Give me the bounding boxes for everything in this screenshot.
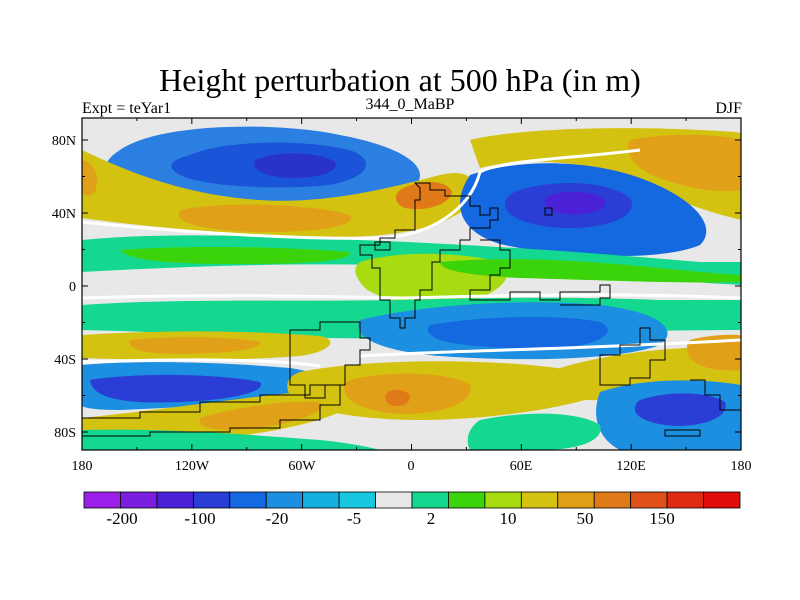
lat-tick-label-40n: 40N [52,207,76,222]
lat-tick-label-80s: 80S [54,426,76,441]
colorbar-swatch [265,491,304,509]
contour-southeast-negative-core [635,393,726,426]
colorbar-swatch [411,491,449,509]
colorbar-label-1: -100 [184,509,215,528]
colorbar-label-3: -5 [347,509,361,528]
lon-tick-label-120w: 120W [175,459,210,474]
continent-outlines [82,182,741,437]
contour-south-positive-center-hot [385,390,410,406]
lon-tick-label-0: 0 [408,459,415,474]
colorbar-swatch [593,491,632,509]
colorbar-swatch [448,491,486,509]
colorbar-swatch [520,491,559,509]
outline-africa-europe [359,182,499,329]
outline-north-america [374,207,553,251]
colorbar-swatch [557,491,595,509]
colorbar-swatch [630,491,668,509]
axis-ticks [81,118,742,450]
lon-tick-label-180w: 180 [72,459,93,474]
contour-south-negative-west-core [90,374,262,403]
lon-tick-label-60e: 60E [510,459,533,474]
colorbar-swatch [156,491,194,509]
colorbar [83,491,741,509]
colorbar-label-2: -20 [266,509,289,528]
colorbar-swatch [302,491,340,509]
contour-south-negative-center-core [427,316,608,349]
colorbar-label-6: 50 [577,509,594,528]
colorbar-label-0: -200 [106,509,137,528]
contour-north-left-orange [82,160,97,196]
experiment-label: Expt = teYar1 [82,100,172,117]
colorbar-swatch [229,491,267,509]
lon-tick-label-180e: 180 [731,459,752,474]
colorbar-label-4: 2 [427,509,436,528]
colorbar-label-7: 150 [649,509,675,528]
colorbar-swatch [703,491,741,509]
contour-northeast-negative-deep [544,191,606,215]
outline-antarctica-east [664,379,741,437]
lat-tick-label-80n: 80N [52,134,76,149]
lon-tick-label-120e: 120E [616,459,646,474]
contour-northeast-positive-core [627,134,741,192]
contour-southeast-positive-orange [687,334,741,371]
outline-antarctica [82,384,341,437]
contour-field [82,118,741,450]
outline-australia [599,327,666,386]
contour-north-positive-spot [395,181,452,210]
contour-equatorial-green [120,246,351,264]
outline-south-america [289,321,371,399]
lat-tick-label-0: 0 [69,280,76,295]
zero-contour-antarctic [82,338,741,368]
colorbar-swatch [338,491,376,509]
colorbar-swatch [83,491,121,509]
zero-contour-south [82,293,741,300]
contour-antarctic-positive-orange [199,401,322,430]
colorbar-swatch [375,491,413,509]
contour-north-negative-west-deep [254,153,336,178]
contour-southeast-green [467,413,601,450]
colorbar-swatch [666,491,704,509]
zero-contour-north [82,148,641,240]
lat-tick-label-40s: 40S [54,353,76,368]
colorbar-swatch [120,491,158,509]
plot-title: Height perturbation at 500 hPa (in m) [159,62,641,98]
colorbar-swatch [484,491,522,509]
colorbar-label-5: 10 [500,509,517,528]
contour-south-positive-west-orange [129,337,261,354]
lon-tick-label-60w: 60W [288,459,316,474]
contour-north-positive-orange [178,204,352,232]
contour-antarctic-teal [82,429,380,450]
outline-asia [469,239,611,306]
period-label: 344_0_MaBP [365,96,455,113]
contour-equatorial-pacific-teal [440,259,741,283]
season-label: DJF [715,100,742,117]
colorbar-swatch [192,491,231,509]
